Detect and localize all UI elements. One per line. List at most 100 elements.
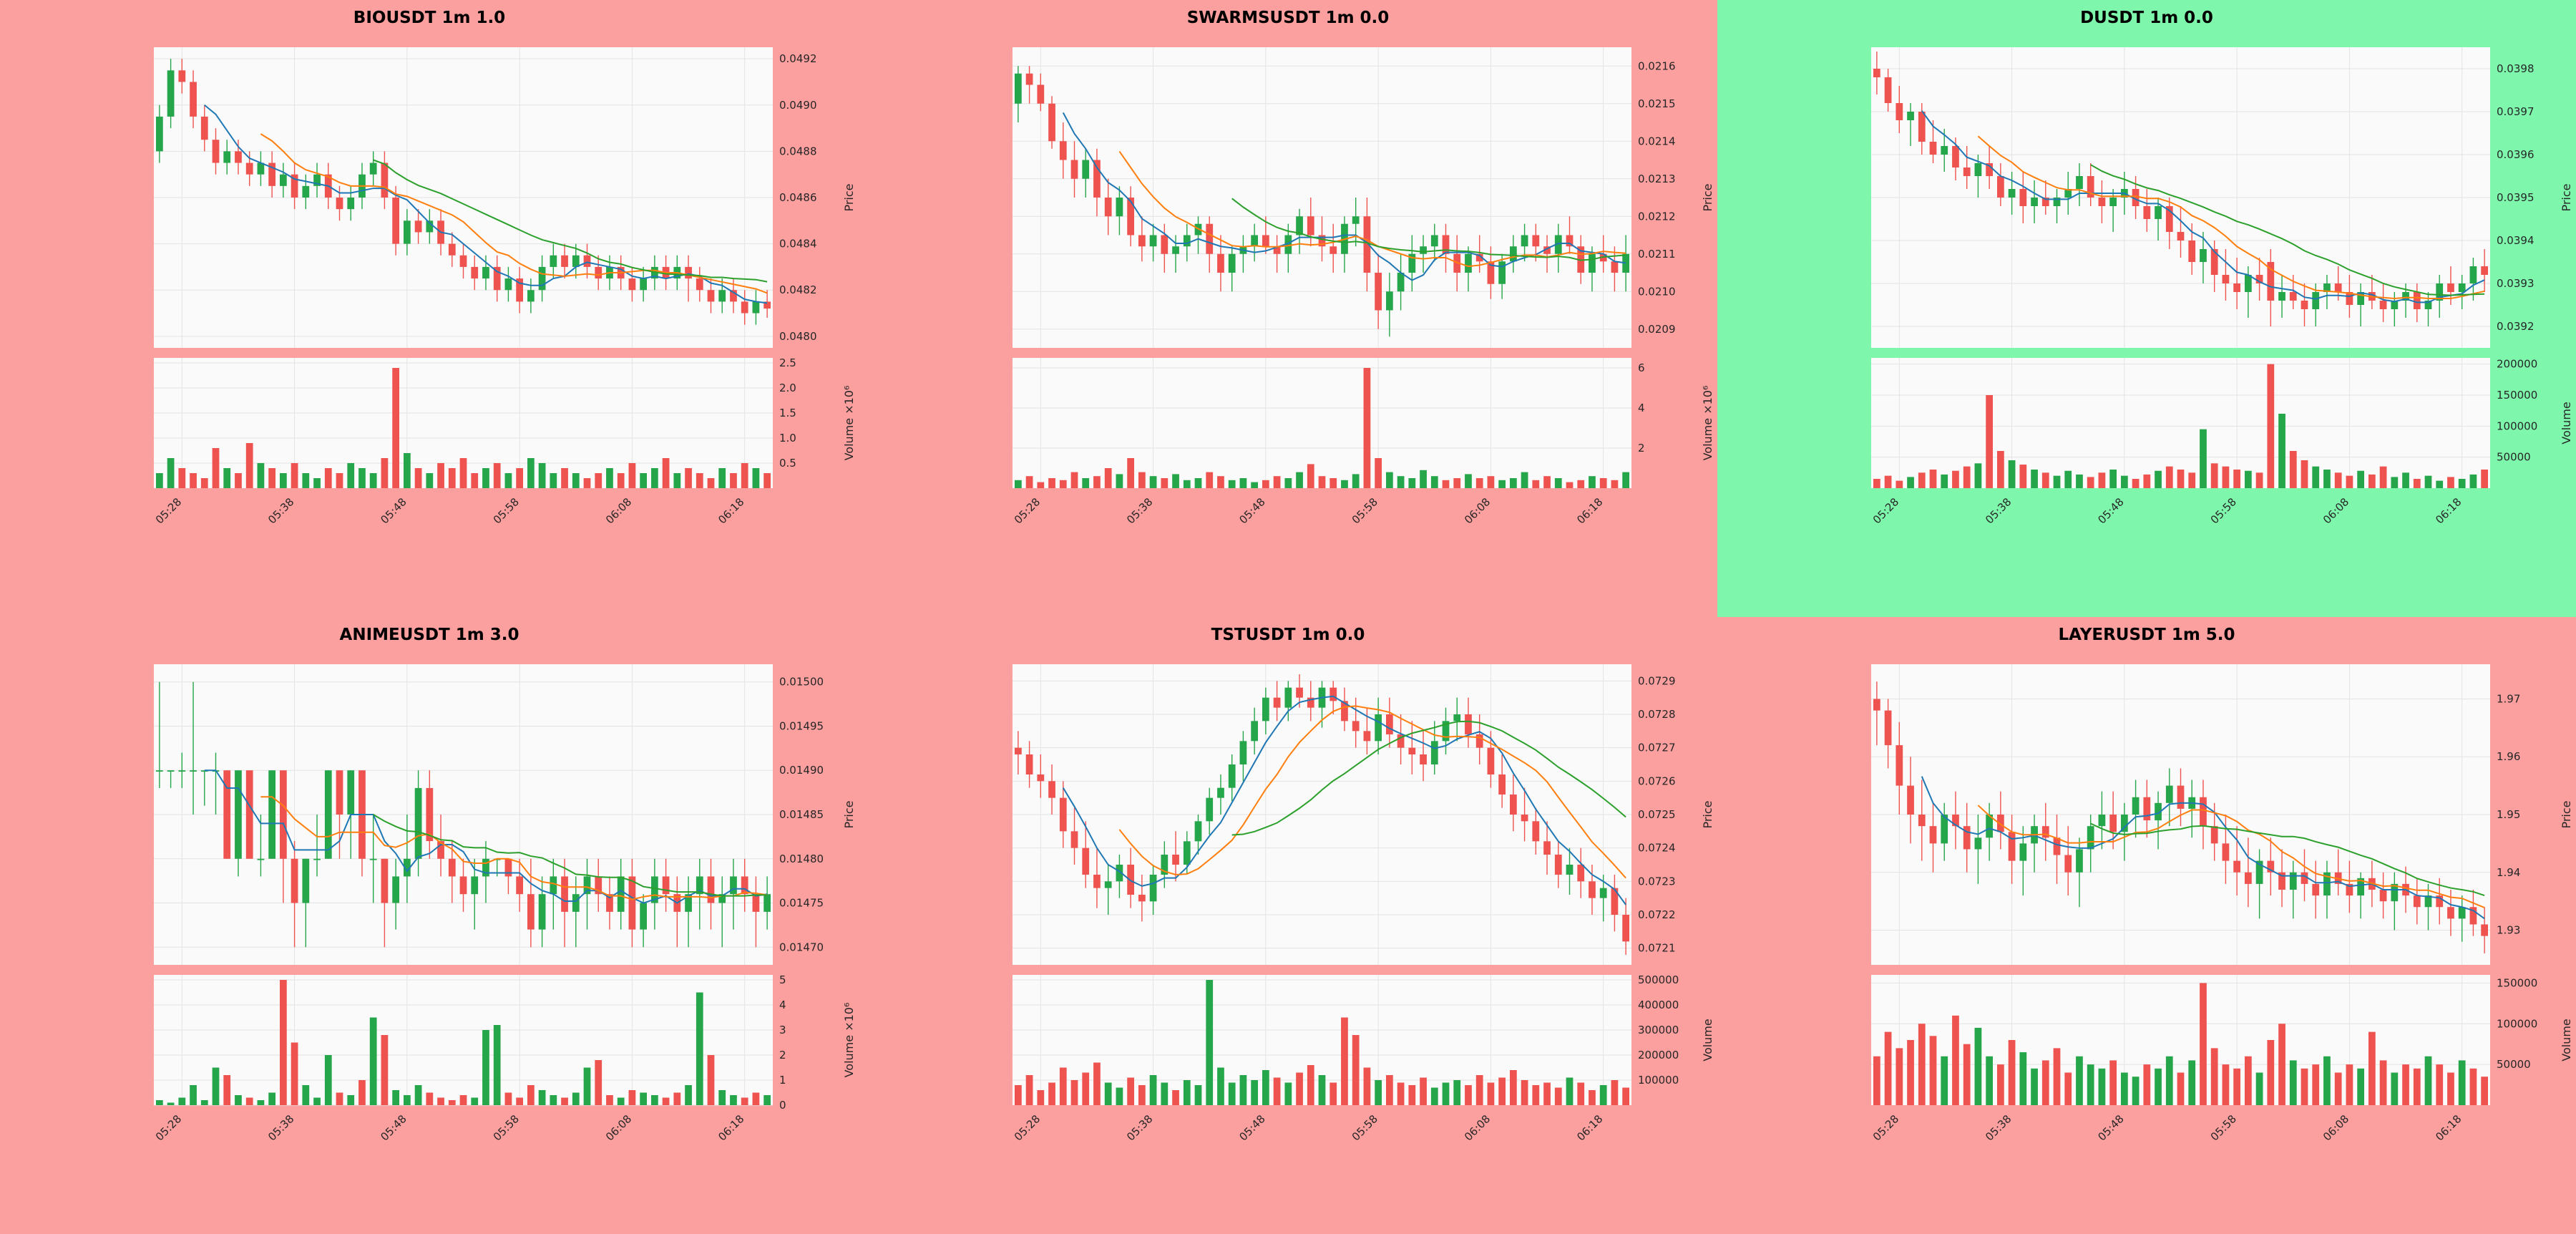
svg-text:05:58: 05:58 (491, 1112, 522, 1143)
chart-panel-tstusdt: TSTUSDT 1m 0.0 0.0721 0.0722 0.0723 0.0724 0… (859, 617, 1717, 1234)
svg-text:0.0214: 0.0214 (1638, 135, 1676, 147)
svg-text:200000: 200000 (2497, 358, 2537, 371)
svg-text:200000: 200000 (1638, 1049, 1679, 1061)
svg-text:06:08: 06:08 (2321, 495, 2351, 526)
svg-text:06:08: 06:08 (1462, 495, 1493, 526)
svg-text:0.0723: 0.0723 (1638, 875, 1676, 888)
svg-text:0.0490: 0.0490 (779, 99, 817, 112)
svg-text:0.0488: 0.0488 (779, 145, 817, 157)
svg-text:06:18: 06:18 (1574, 1112, 1605, 1143)
svg-text:0.0724: 0.0724 (1638, 842, 1676, 855)
svg-text:0: 0 (779, 1099, 786, 1112)
svg-text:0.0480: 0.0480 (779, 330, 817, 343)
chart-panel-swarmsusdt: SWARMSUSDT 1m 0.0 0.0209 0.0210 0.0211 0.02… (859, 0, 1717, 617)
chart-title: DUSDT 1m 0.0 (2080, 9, 2213, 27)
svg-text:0.5: 0.5 (779, 457, 796, 470)
svg-text:06:08: 06:08 (603, 1112, 634, 1143)
svg-text:0.01475: 0.01475 (779, 897, 824, 910)
chart-title: LAYERUSDT 1m 5.0 (2058, 626, 2235, 644)
svg-text:05:28: 05:28 (153, 1112, 184, 1143)
svg-text:2: 2 (779, 1049, 786, 1061)
svg-text:06:08: 06:08 (1462, 1112, 1493, 1143)
svg-text:1.93: 1.93 (2497, 924, 2520, 937)
svg-text:2.5: 2.5 (779, 356, 796, 369)
svg-text:Volume ×10⁶: Volume ×10⁶ (842, 386, 856, 461)
svg-text:5: 5 (779, 973, 786, 986)
svg-text:0.0722: 0.0722 (1638, 908, 1676, 921)
svg-text:05:28: 05:28 (153, 495, 184, 526)
svg-text:400000: 400000 (1638, 999, 1679, 1011)
svg-text:100000: 100000 (2497, 1017, 2537, 1030)
svg-text:0.0394: 0.0394 (2497, 234, 2534, 247)
svg-text:05:58: 05:58 (2208, 495, 2239, 526)
svg-text:Price: Price (1701, 800, 1714, 828)
svg-text:50000: 50000 (2497, 1058, 2531, 1071)
svg-text:0.0216: 0.0216 (1638, 59, 1676, 72)
svg-text:0.0212: 0.0212 (1638, 210, 1676, 223)
svg-text:4: 4 (779, 999, 786, 1011)
svg-text:0.0210: 0.0210 (1638, 285, 1676, 298)
svg-text:0.0492: 0.0492 (779, 52, 817, 65)
svg-text:0.0211: 0.0211 (1638, 248, 1676, 261)
svg-text:05:58: 05:58 (2208, 1112, 2239, 1143)
svg-text:06:08: 06:08 (2321, 1112, 2351, 1143)
svg-text:06:18: 06:18 (716, 495, 746, 526)
svg-text:0.0728: 0.0728 (1638, 708, 1676, 721)
svg-text:06:18: 06:18 (2433, 1112, 2464, 1143)
svg-text:Price: Price (842, 183, 856, 211)
svg-text:0.0397: 0.0397 (2497, 105, 2534, 118)
svg-text:Volume ×10⁶: Volume ×10⁶ (1701, 386, 1714, 461)
svg-text:0.0721: 0.0721 (1638, 942, 1676, 955)
svg-text:0.0213: 0.0213 (1638, 173, 1676, 185)
svg-text:1.97: 1.97 (2497, 692, 2520, 705)
chart-panel-dusdt: DUSDT 1m 0.0 0.0392 0.0393 0.0394 0.0395 0.0… (1717, 0, 2576, 617)
svg-text:06:18: 06:18 (716, 1112, 746, 1143)
svg-text:0.01470: 0.01470 (779, 941, 824, 953)
svg-text:1.94: 1.94 (2497, 866, 2520, 879)
svg-text:3: 3 (779, 1024, 786, 1036)
chart-panel-biousdt: BIOUSDT 1m 1.0 0.0480 0.0482 0.0484 0.0486 0… (0, 0, 859, 617)
svg-text:500000: 500000 (1638, 973, 1679, 986)
svg-text:05:38: 05:38 (265, 1112, 296, 1143)
svg-text:6: 6 (1638, 361, 1645, 374)
svg-text:05:48: 05:48 (2095, 495, 2126, 526)
svg-text:05:48: 05:48 (378, 495, 409, 526)
svg-text:0.01480: 0.01480 (779, 852, 824, 865)
svg-text:0.01495: 0.01495 (779, 719, 824, 732)
chart-title: ANIMEUSDT 1m 3.0 (339, 626, 519, 644)
svg-text:Volume: Volume (2560, 1019, 2573, 1061)
svg-text:05:38: 05:38 (1983, 495, 2014, 526)
candlestick-chart: 0.0480 0.0482 0.0484 0.0486 0.0488 0.0490 0.04… (0, 29, 859, 564)
svg-text:Volume: Volume (1701, 1019, 1714, 1061)
svg-text:0.0484: 0.0484 (779, 238, 817, 251)
svg-text:0.0729: 0.0729 (1638, 674, 1676, 687)
svg-text:0.0726: 0.0726 (1638, 774, 1676, 787)
svg-text:300000: 300000 (1638, 1024, 1679, 1036)
candlestick-chart: 1.93 1.94 1.95 1.96 1.97 50000 100000 150000 05:… (1717, 646, 2576, 1181)
svg-text:Price: Price (2560, 183, 2573, 211)
svg-text:1: 1 (779, 1074, 786, 1087)
svg-text:0.0398: 0.0398 (2497, 62, 2534, 75)
svg-text:05:58: 05:58 (1350, 495, 1380, 526)
svg-text:05:48: 05:48 (1236, 495, 1267, 526)
svg-text:0.0393: 0.0393 (2497, 277, 2534, 290)
svg-text:50000: 50000 (2497, 451, 2531, 464)
candlestick-chart: 0.0392 0.0393 0.0394 0.0395 0.0396 0.0397 0.03… (1717, 29, 2576, 564)
svg-text:06:18: 06:18 (1574, 495, 1605, 526)
svg-text:05:48: 05:48 (2095, 1112, 2126, 1143)
chart-panel-layerusdt: LAYERUSDT 1m 5.0 1.93 1.94 1.95 1.96 1.97 500… (1717, 617, 2576, 1234)
svg-text:0.0482: 0.0482 (779, 283, 817, 296)
svg-text:0.0396: 0.0396 (2497, 148, 2534, 161)
svg-text:Price: Price (1701, 183, 1714, 211)
svg-text:0.01490: 0.01490 (779, 764, 824, 777)
svg-text:2: 2 (1638, 442, 1645, 455)
svg-text:05:28: 05:28 (1870, 1112, 1901, 1143)
candlestick-chart: 0.0209 0.0210 0.0211 0.0212 0.0213 0.0214 0.02… (859, 29, 1717, 564)
svg-text:05:38: 05:38 (1983, 1112, 2014, 1143)
chart-title: SWARMSUSDT 1m 0.0 (1186, 9, 1390, 27)
candlestick-chart: 0.0721 0.0722 0.0723 0.0724 0.0725 0.0726 0.07… (859, 646, 1717, 1181)
svg-text:05:28: 05:28 (1870, 495, 1901, 526)
svg-text:0.0209: 0.0209 (1638, 323, 1676, 336)
svg-text:0.01500: 0.01500 (779, 676, 824, 689)
svg-text:0.0395: 0.0395 (2497, 191, 2534, 204)
